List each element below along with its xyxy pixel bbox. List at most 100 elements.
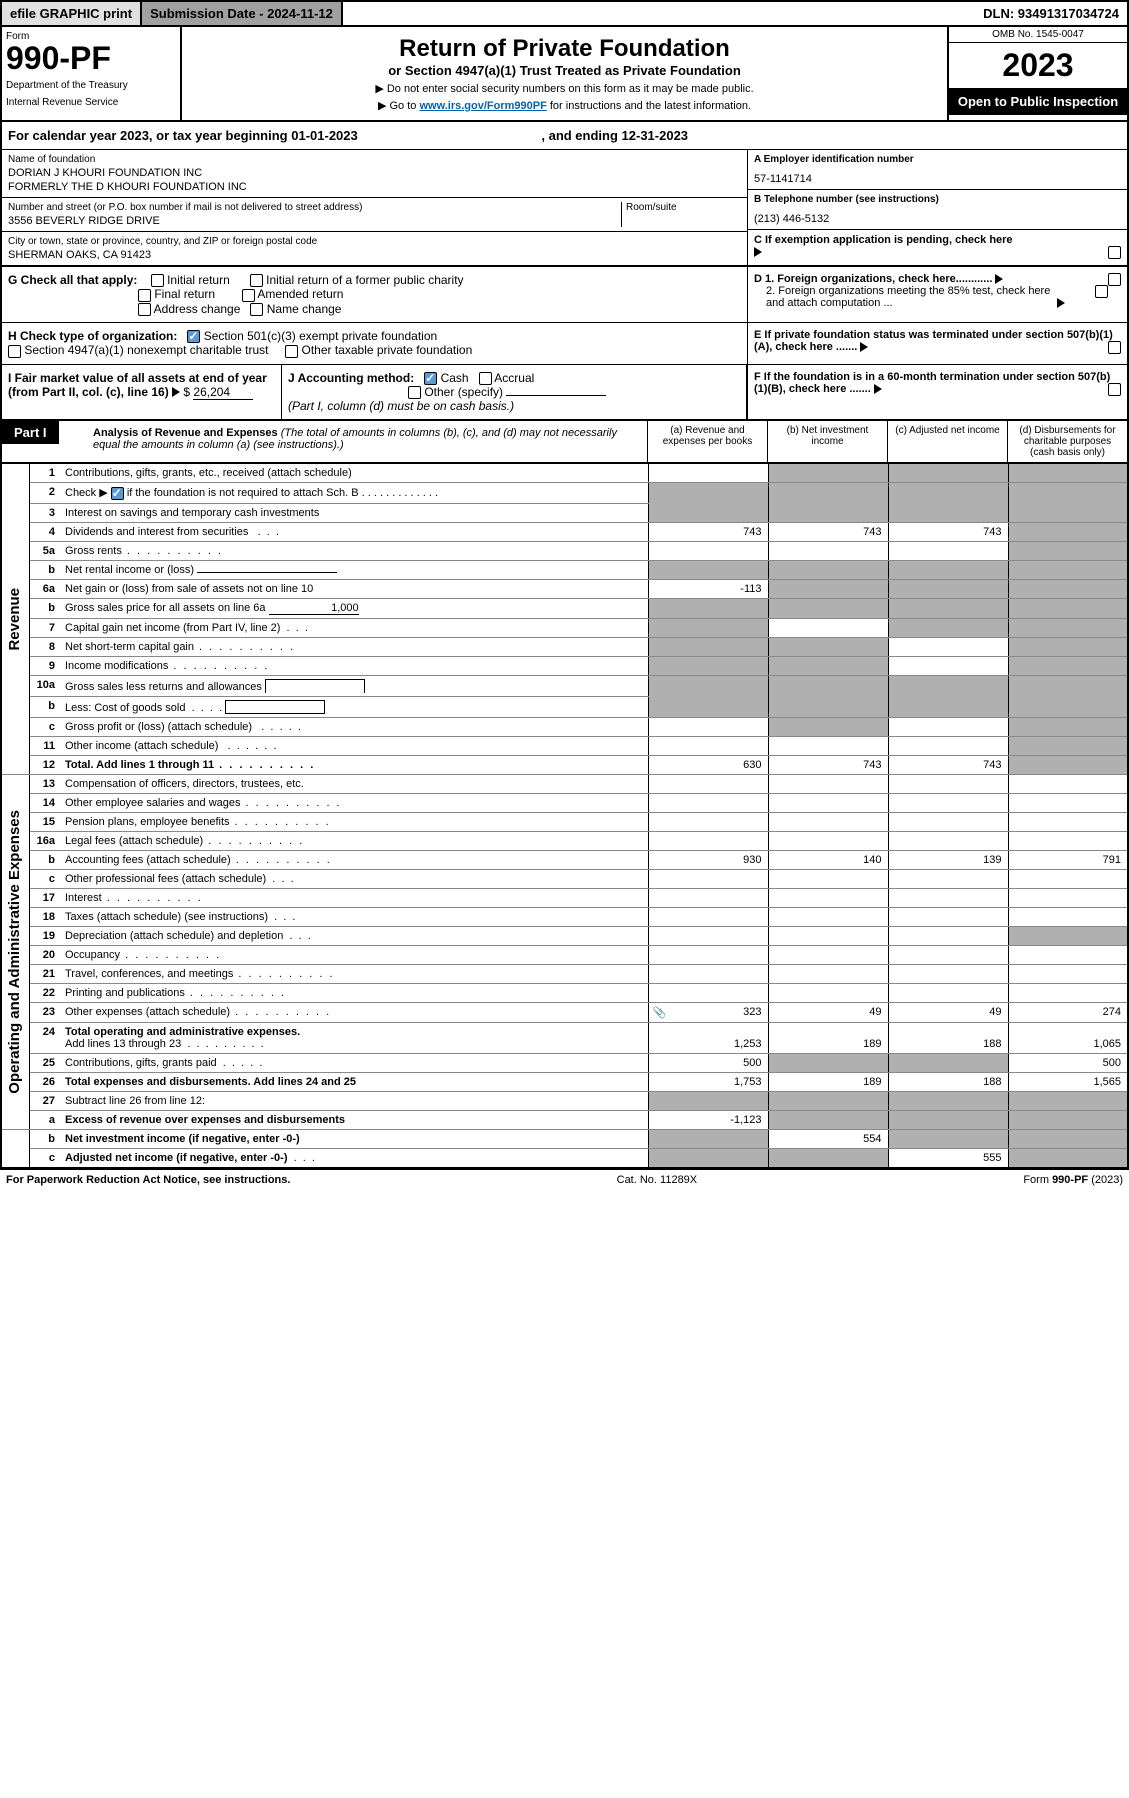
f-checkbox[interactable] — [1108, 383, 1121, 396]
part1-desc: Analysis of Revenue and Expenses (The to… — [87, 421, 647, 462]
line-desc: Total operating and administrative expen… — [61, 1022, 648, 1053]
amt-b — [768, 541, 888, 560]
amt-a — [648, 1148, 768, 1168]
amt-b — [768, 1091, 888, 1110]
table-row: Operating and Administrative Expenses 13… — [1, 774, 1128, 793]
amt-c — [888, 812, 1008, 831]
line-num: 4 — [29, 522, 61, 541]
amt-c — [888, 656, 1008, 675]
amt-a — [648, 656, 768, 675]
footer-right: Form 990-PF (2023) — [1023, 1174, 1123, 1186]
501c3-label: Section 501(c)(3) exempt private foundat… — [204, 329, 437, 343]
amt-d — [1008, 618, 1128, 637]
address-change-checkbox[interactable] — [138, 303, 151, 316]
other-method-line — [506, 395, 606, 396]
amt-a — [648, 483, 768, 523]
line-desc: Legal fees (attach schedule) — [61, 831, 648, 850]
cash-checkbox[interactable] — [424, 372, 437, 385]
line-desc: Net investment income (if negative, ente… — [61, 1129, 648, 1148]
arrow-icon — [754, 247, 762, 257]
other-taxable-checkbox[interactable] — [285, 345, 298, 358]
e-checkbox[interactable] — [1108, 341, 1121, 354]
amt-a — [648, 983, 768, 1002]
amt-c — [888, 774, 1008, 793]
submission-date: Submission Date - 2024-11-12 — [142, 2, 343, 25]
amt-a — [648, 1129, 768, 1148]
h-label: H Check type of organization: — [8, 329, 177, 343]
amt-a: 743 — [648, 522, 768, 541]
efile-label[interactable]: efile GRAPHIC print — [2, 2, 142, 25]
blank-vlabel — [1, 1129, 29, 1168]
dept-treasury: Department of the Treasury — [6, 80, 176, 91]
amended-return-checkbox[interactable] — [242, 289, 255, 302]
line-num: b — [29, 696, 61, 717]
4947-checkbox[interactable] — [8, 345, 21, 358]
line-num: 23 — [29, 1002, 61, 1022]
entity-right: A Employer identification number 57-1141… — [747, 150, 1127, 265]
amt-d: 1,065 — [1008, 1022, 1128, 1053]
arrow-icon — [874, 384, 882, 394]
other-method-label: Other (specify) — [424, 385, 503, 399]
name-change-checkbox[interactable] — [250, 303, 263, 316]
line-num: 21 — [29, 964, 61, 983]
amt-d — [1008, 831, 1128, 850]
amt-c — [888, 541, 1008, 560]
table-row: 2 Check ▶ if the foundation is not requi… — [1, 483, 1128, 504]
d1-checkbox[interactable] — [1108, 273, 1121, 286]
d2-checkbox[interactable] — [1095, 285, 1108, 298]
amt-d — [1008, 464, 1128, 483]
line-num: 7 — [29, 618, 61, 637]
amt-a — [648, 945, 768, 964]
line-num: 15 — [29, 812, 61, 831]
form-subtitle: or Section 4947(a)(1) Trust Treated as P… — [190, 63, 939, 78]
line-num: 18 — [29, 907, 61, 926]
dln: DLN: 93491317034724 — [975, 2, 1127, 25]
amt-a — [648, 812, 768, 831]
table-row: 26 Total expenses and disbursements. Add… — [1, 1072, 1128, 1091]
name-box: Name of foundation DORIAN J KHOURI FOUND… — [2, 150, 747, 198]
amt-d — [1008, 656, 1128, 675]
calendar-year-row: For calendar year 2023, or tax year begi… — [0, 122, 1129, 150]
amt-a — [648, 736, 768, 755]
amt-d: 274 — [1008, 1002, 1128, 1022]
schb-checkbox[interactable] — [111, 487, 124, 500]
501c3-checkbox[interactable] — [187, 330, 200, 343]
cash-label: Cash — [441, 371, 469, 385]
form990pf-link[interactable]: www.irs.gov/Form990PF — [419, 100, 546, 112]
amt-c: 49 — [888, 1002, 1008, 1022]
amt-c — [888, 926, 1008, 945]
accrual-checkbox[interactable] — [479, 372, 492, 385]
name-label: Name of foundation — [8, 154, 741, 165]
phone-box: B Telephone number (see instructions) (2… — [748, 190, 1127, 230]
amt-d — [1008, 926, 1128, 945]
address-change: Address change — [154, 302, 241, 316]
h-section: H Check type of organization: Section 50… — [0, 323, 1129, 365]
amt-d — [1008, 793, 1128, 812]
amt-d — [1008, 1091, 1128, 1110]
line-desc: Other employee salaries and wages — [61, 793, 648, 812]
amt-d — [1008, 736, 1128, 755]
addr-value: 3556 BEVERLY RIDGE DRIVE — [8, 215, 621, 227]
line-desc: Other income (attach schedule) . . . . .… — [61, 736, 648, 755]
line-num: 22 — [29, 983, 61, 1002]
j-label: J Accounting method: — [288, 371, 414, 385]
line-num: 26 — [29, 1072, 61, 1091]
line-desc: Subtract line 26 from line 12: — [61, 1091, 648, 1110]
amt-b: 743 — [768, 522, 888, 541]
amt-c: 139 — [888, 850, 1008, 869]
other-method-checkbox[interactable] — [408, 386, 421, 399]
table-row: 27 Subtract line 26 from line 12: — [1, 1091, 1128, 1110]
other-taxable-label: Other taxable private foundation — [302, 343, 473, 357]
amt-d — [1008, 964, 1128, 983]
initial-former-checkbox[interactable] — [250, 274, 263, 287]
c-checkbox[interactable] — [1108, 246, 1121, 259]
amt-b: 140 — [768, 850, 888, 869]
table-row: 16a Legal fees (attach schedule) — [1, 831, 1128, 850]
open-public-label: Open to Public Inspection — [949, 88, 1127, 115]
arrow-icon — [860, 342, 868, 352]
amt-b: 189 — [768, 1022, 888, 1053]
amt-b — [768, 983, 888, 1002]
final-return-checkbox[interactable] — [138, 289, 151, 302]
line-desc: Net gain or (loss) from sale of assets n… — [61, 579, 648, 598]
initial-return-checkbox[interactable] — [151, 274, 164, 287]
